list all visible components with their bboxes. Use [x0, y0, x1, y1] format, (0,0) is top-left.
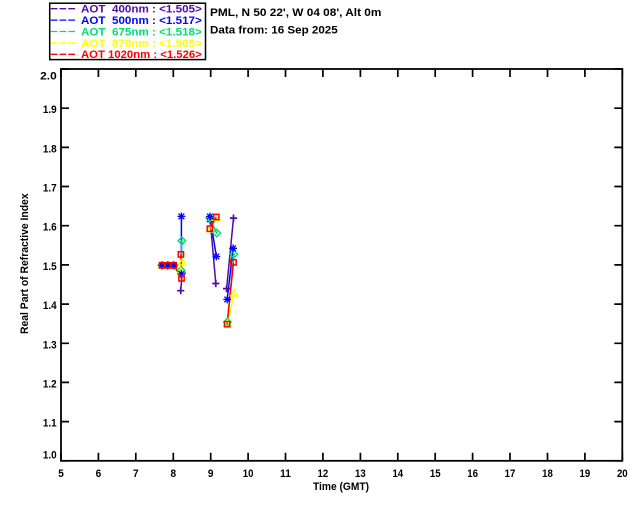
svg-text:19: 19 [580, 468, 591, 480]
svg-text:1.6: 1.6 [43, 222, 57, 234]
svg-text:2.0: 2.0 [40, 71, 57, 83]
svg-text:17: 17 [505, 468, 516, 480]
svg-text:5: 5 [58, 468, 64, 480]
svg-text:14: 14 [392, 468, 403, 480]
svg-text:1.2: 1.2 [43, 378, 57, 390]
svg-text:11: 11 [280, 468, 291, 480]
svg-text:AOT 870nm : <1.509>: AOT 870nm : <1.509> [81, 38, 202, 50]
svg-text:1.3: 1.3 [43, 339, 57, 351]
svg-text:1.8: 1.8 [43, 143, 57, 155]
svg-text:20: 20 [617, 468, 628, 480]
svg-text:Data from: 16 Sep 2025: Data from: 16 Sep 2025 [210, 25, 338, 37]
svg-text:10: 10 [243, 468, 254, 480]
svg-text:13: 13 [355, 468, 366, 480]
svg-text:12: 12 [318, 468, 329, 480]
svg-text:Time (GMT): Time (GMT) [313, 481, 369, 493]
svg-text:PML, N 50 22', W 04 08', Alt 0: PML, N 50 22', W 04 08', Alt 0m [210, 7, 381, 19]
svg-text:Real Part of Refractive Index: Real Part of Refractive Index [19, 193, 31, 334]
svg-text:1.4: 1.4 [43, 300, 57, 312]
svg-text:1.5: 1.5 [43, 261, 57, 273]
svg-text:1.9: 1.9 [43, 104, 57, 116]
svg-text:15: 15 [430, 468, 441, 480]
svg-text:9: 9 [208, 468, 214, 480]
svg-text:1.0: 1.0 [43, 449, 57, 461]
svg-text:1.1: 1.1 [43, 418, 57, 430]
svg-text:8: 8 [171, 468, 177, 480]
svg-text:1.7: 1.7 [43, 183, 57, 195]
svg-text:AOT 1020nm : <1.526>: AOT 1020nm : <1.526> [81, 49, 202, 61]
svg-text:18: 18 [542, 468, 553, 480]
svg-text:7: 7 [133, 468, 139, 480]
svg-text:AOT 675nm : <1.518>: AOT 675nm : <1.518> [81, 26, 202, 38]
svg-text:AOT 400nm : <1.505>: AOT 400nm : <1.505> [81, 4, 202, 16]
svg-text:16: 16 [467, 468, 478, 480]
svg-text:AOT 500nm : <1.517>: AOT 500nm : <1.517> [81, 15, 202, 27]
svg-text:6: 6 [96, 468, 102, 480]
